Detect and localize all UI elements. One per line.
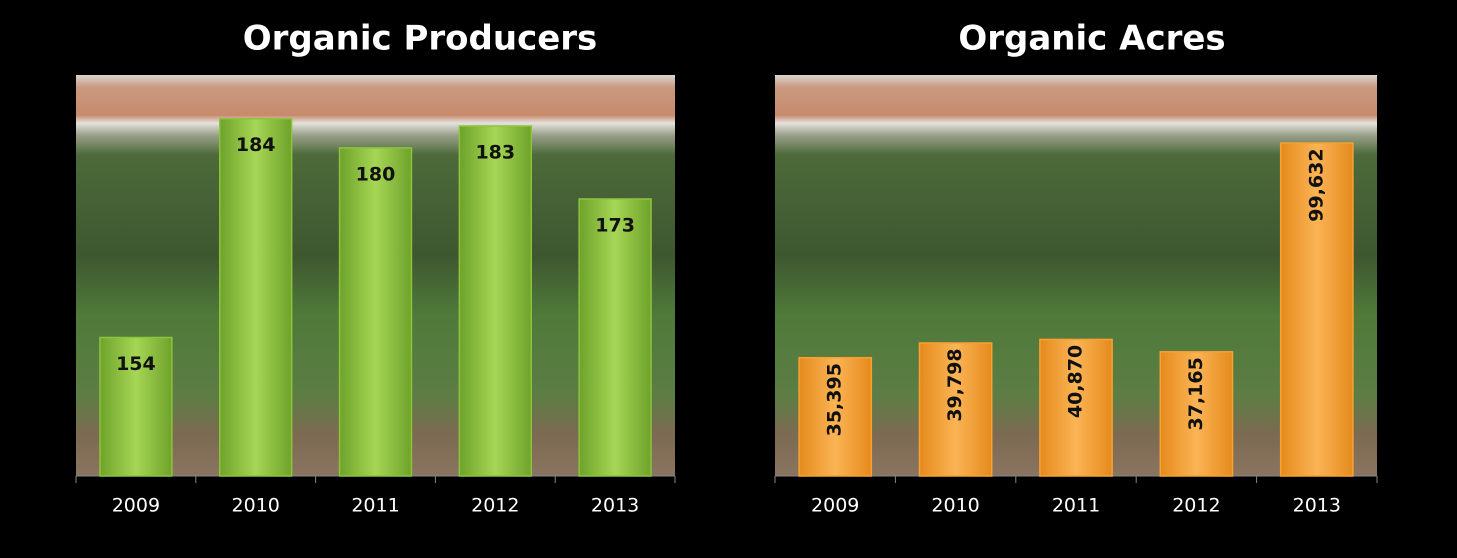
value-label: 184 <box>236 134 276 156</box>
bar <box>99 336 173 477</box>
bar <box>338 147 413 477</box>
value-label: 37,165 <box>1185 357 1207 430</box>
value-label: 99,632 <box>1305 148 1327 221</box>
value-label: 39,798 <box>944 348 966 421</box>
bar <box>219 117 293 477</box>
x-tick-label: 2009 <box>112 495 160 517</box>
x-tick-label: 2013 <box>591 495 639 517</box>
value-label: 180 <box>356 163 396 185</box>
x-tick-label: 2013 <box>1293 495 1341 517</box>
chart-title: Organic Acres <box>958 19 1225 59</box>
bar <box>1159 351 1234 477</box>
x-tick-label: 2012 <box>1172 495 1220 517</box>
x-tick-label: 2010 <box>232 495 280 517</box>
value-label: 154 <box>116 353 156 375</box>
bar <box>798 356 873 477</box>
x-tick-label: 2012 <box>471 495 519 517</box>
x-tick-label: 2011 <box>1052 495 1100 517</box>
value-label: 40,870 <box>1065 345 1087 418</box>
bar <box>1279 142 1354 477</box>
chart-title: Organic Producers <box>243 19 598 59</box>
value-label: 173 <box>595 214 635 236</box>
bar <box>1039 338 1113 477</box>
bar <box>918 342 993 477</box>
value-label: 183 <box>475 142 515 164</box>
x-tick-label: 2010 <box>931 495 979 517</box>
x-tick-label: 2011 <box>351 495 399 517</box>
value-label: 35,395 <box>824 363 846 436</box>
x-tick-label: 2009 <box>811 495 859 517</box>
bar <box>458 125 532 477</box>
bar <box>578 198 652 477</box>
